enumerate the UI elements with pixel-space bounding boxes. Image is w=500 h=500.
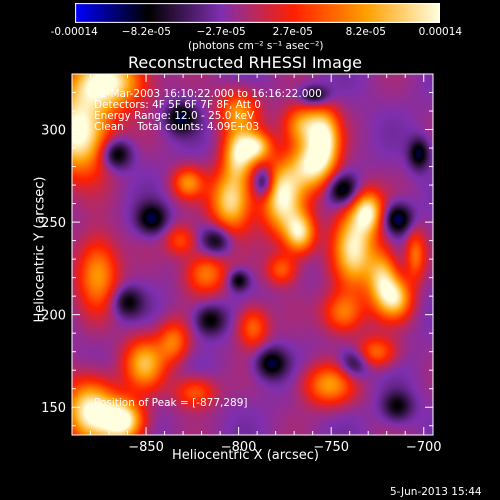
colorbar-tick-label: −2.7e-05 [196, 26, 246, 38]
x-tick-label: −750 [313, 440, 349, 455]
x-tick-label: −800 [221, 440, 257, 455]
x-axis-label: Heliocentric X (arcsec) [172, 448, 319, 463]
x-tick-label: −850 [128, 440, 164, 455]
plot-frame [71, 73, 434, 436]
chart-title: Reconstructed RHESSI Image [128, 53, 362, 72]
colorbar [75, 3, 440, 23]
y-tick-label: 150 [41, 401, 66, 416]
y-tick-label: 200 [41, 309, 66, 324]
heatmap-plot: 2-Mar-2003 16:10:22.000 to 16:16:22.000 … [72, 74, 433, 435]
y-tick-label: 250 [41, 216, 66, 231]
x-tick-label: −700 [406, 440, 442, 455]
colorbar-tick-label: −8.2e-05 [121, 26, 171, 38]
colorbar-tick-label: 8.2e-05 [345, 26, 386, 38]
colorbar-tick-label: -0.00014 [50, 26, 98, 38]
footer-date: 5-Jun-2013 15:44 [390, 486, 482, 498]
y-tick-label: 300 [41, 124, 66, 139]
y-axis-label: Heliocentric Y (arcsec) [32, 176, 48, 323]
annotation-energy: Energy Range: 12.0 - 25.0 keV [94, 110, 255, 122]
annotation-method: Clean Total counts: 4.09E+03 [94, 121, 260, 133]
annotation-peak: Position of Peak = [-877,289] [94, 397, 248, 409]
heatmap-image [72, 74, 433, 435]
colorbar-tick-label: 0.00014 [418, 26, 463, 38]
annotation-time: 2-Mar-2003 16:10:22.000 to 16:16:22.000 [100, 88, 322, 100]
annotation-detectors: Detectors: 4F 5F 6F 7F 8F, Att 0 [94, 99, 261, 111]
colorbar-unit-label: (photons cm⁻² s⁻¹ asec⁻²) [188, 40, 324, 52]
colorbar-tick-label: 2.7e-05 [272, 26, 313, 38]
